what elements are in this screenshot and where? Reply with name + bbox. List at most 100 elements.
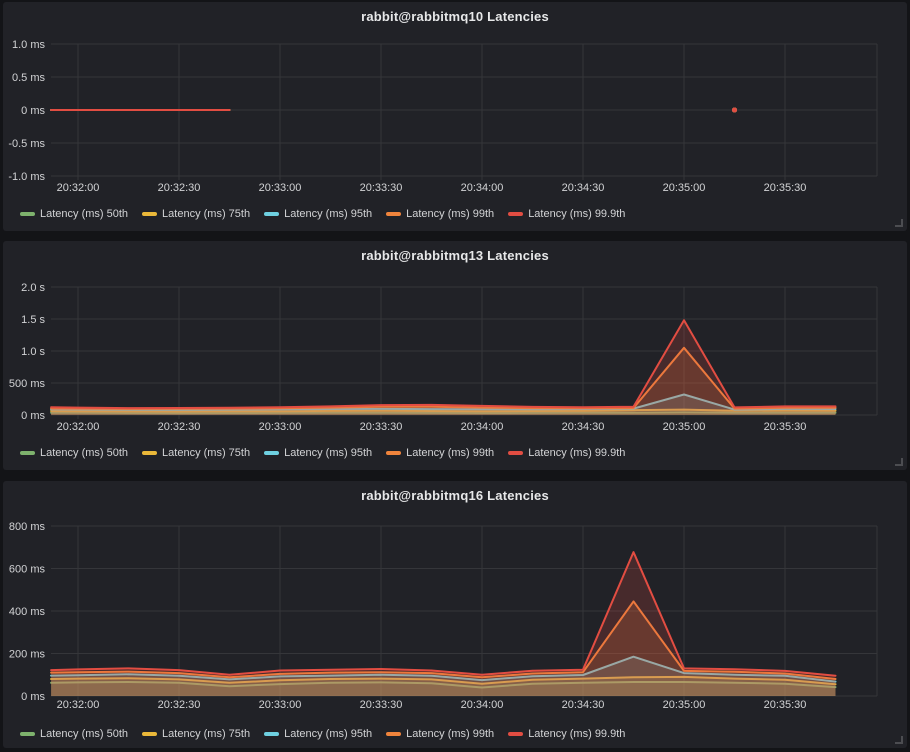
y-tick-label: 1.0 ms bbox=[12, 39, 46, 51]
panel-rabbitmq10-latencies: rabbit@rabbitmq10 Latencies 1.0 ms 0.5 ms… bbox=[3, 2, 907, 231]
x-tick-label: 20:34:00 bbox=[461, 699, 504, 711]
legend-label: Latency (ms) 75th bbox=[162, 446, 251, 459]
panel-title[interactable]: rabbit@rabbitmq16 Latencies bbox=[361, 488, 549, 503]
y-tick-label: 500 ms bbox=[9, 378, 46, 390]
x-tick-label: 20:32:30 bbox=[158, 699, 201, 711]
y-tick-label: -0.5 ms bbox=[8, 138, 45, 150]
x-tick-label: 20:32:30 bbox=[158, 182, 201, 194]
x-tick-label: 20:34:00 bbox=[461, 421, 504, 433]
legend-color-swatch bbox=[142, 211, 158, 216]
legend-label: Latency (ms) 95th bbox=[284, 207, 373, 220]
y-tick-label: 600 ms bbox=[9, 564, 46, 576]
series-area bbox=[51, 676, 836, 696]
y-tick-label: 0 ms bbox=[21, 691, 45, 703]
panel-title[interactable]: rabbit@rabbitmq13 Latencies bbox=[361, 248, 549, 263]
legend-label: Latency (ms) 95th bbox=[284, 727, 373, 740]
legend-item[interactable]: Latency (ms) 75th bbox=[142, 447, 250, 459]
y-tick-label: 0.5 ms bbox=[12, 72, 46, 84]
panel-title[interactable]: rabbit@rabbitmq10 Latencies bbox=[361, 9, 549, 24]
legend-item[interactable]: Latency (ms) 95th bbox=[264, 447, 372, 459]
x-tick-label: 20:35:00 bbox=[663, 421, 706, 433]
legend-item[interactable]: Latency (ms) 50th bbox=[20, 447, 128, 459]
legend: Latency (ms) 50th Latency (ms) 75th Latenc… bbox=[20, 445, 639, 460]
x-tick-label: 20:35:30 bbox=[764, 421, 807, 433]
x-tick-label: 20:34:00 bbox=[461, 182, 504, 194]
x-tick-label: 20:33:00 bbox=[259, 699, 302, 711]
series-line bbox=[50, 551, 837, 677]
legend-label: Latency (ms) 99th bbox=[406, 446, 495, 459]
legend-label: Latency (ms) 95th bbox=[284, 446, 373, 459]
legend-label: Latency (ms) 99.9th bbox=[528, 446, 626, 459]
legend-item[interactable]: Latency (ms) 75th bbox=[142, 728, 250, 740]
legend-item[interactable]: Latency (ms) 99.9th bbox=[508, 208, 625, 220]
latency-chart-rabbitmq13[interactable]: 2.0 s 1.5 s 1.0 s 500 ms 0 ms 20:32:00 20:32:3… bbox=[3, 241, 907, 439]
legend-item[interactable]: Latency (ms) 50th bbox=[20, 728, 128, 740]
data-point-dot bbox=[732, 107, 737, 113]
x-tick-label: 20:32:00 bbox=[57, 421, 100, 433]
y-tick-label: 800 ms bbox=[9, 521, 46, 533]
panel-rabbitmq13-latencies: rabbit@rabbitmq13 Latencies 2.0 s 1.5 s 1.… bbox=[3, 241, 907, 470]
legend-item[interactable]: Latency (ms) 99.9th bbox=[508, 728, 625, 740]
series-line bbox=[50, 655, 837, 683]
legend-color-swatch bbox=[386, 731, 402, 736]
legend-label: Latency (ms) 75th bbox=[162, 727, 251, 740]
legend-label: Latency (ms) 99.9th bbox=[528, 727, 626, 740]
legend-color-swatch bbox=[20, 211, 35, 216]
panel-resize-handle-icon[interactable] bbox=[895, 219, 903, 227]
legend-item[interactable]: Latency (ms) 99.9th bbox=[508, 447, 625, 459]
x-tick-label: 20:32:00 bbox=[57, 182, 100, 194]
x-tick-label: 20:34:30 bbox=[562, 421, 605, 433]
legend-label: Latency (ms) 99.9th bbox=[528, 207, 626, 220]
legend-item[interactable]: Latency (ms) 50th bbox=[20, 208, 128, 220]
legend-label: Latency (ms) 50th bbox=[40, 727, 129, 740]
x-tick-label: 20:33:30 bbox=[360, 699, 403, 711]
legend-color-swatch bbox=[20, 731, 35, 736]
legend-label: Latency (ms) 75th bbox=[162, 207, 251, 220]
x-tick-label: 20:33:00 bbox=[259, 182, 302, 194]
series-line bbox=[50, 600, 837, 680]
series-area bbox=[51, 552, 836, 696]
panel-resize-handle-icon[interactable] bbox=[895, 736, 903, 744]
legend: Latency (ms) 50th Latency (ms) 75th Latenc… bbox=[20, 726, 639, 741]
series-line bbox=[50, 411, 837, 415]
y-tick-label: 400 ms bbox=[9, 606, 46, 618]
x-tick-label: 20:35:00 bbox=[663, 699, 706, 711]
legend-label: Latency (ms) 50th bbox=[40, 207, 129, 220]
legend-item[interactable]: Latency (ms) 95th bbox=[264, 208, 372, 220]
legend-color-swatch bbox=[142, 450, 158, 455]
latency-chart-rabbitmq16[interactable]: 800 ms 600 ms 400 ms 200 ms 0 ms 20:32:00 20:3… bbox=[3, 481, 907, 719]
y-tick-label: -1.0 ms bbox=[8, 171, 45, 183]
latency-chart-rabbitmq10[interactable]: 1.0 ms 0.5 ms 0 ms -0.5 ms -1.0 ms 20:32:00 20… bbox=[3, 2, 907, 200]
x-tick-label: 20:33:30 bbox=[360, 182, 403, 194]
x-tick-label: 20:34:30 bbox=[562, 699, 605, 711]
panel-resize-handle-icon[interactable] bbox=[895, 458, 903, 466]
x-tick-label: 20:32:00 bbox=[57, 699, 100, 711]
y-tick-label: 1.5 s bbox=[21, 314, 45, 326]
series-line bbox=[50, 393, 837, 411]
y-tick-label: 200 ms bbox=[9, 649, 46, 661]
x-tick-label: 20:34:30 bbox=[562, 182, 605, 194]
series-line bbox=[50, 681, 837, 689]
legend-item[interactable]: Latency (ms) 75th bbox=[142, 208, 250, 220]
series-line bbox=[50, 319, 837, 410]
legend-color-swatch bbox=[264, 731, 280, 736]
x-tick-label: 20:35:00 bbox=[663, 182, 706, 194]
x-tick-label: 20:35:30 bbox=[764, 182, 807, 194]
legend-color-swatch bbox=[386, 211, 402, 216]
legend-color-swatch bbox=[386, 450, 402, 455]
legend-label: Latency (ms) 99th bbox=[406, 207, 495, 220]
legend-label: Latency (ms) 50th bbox=[40, 446, 129, 459]
legend: Latency (ms) 50th Latency (ms) 75th Latenc… bbox=[20, 206, 639, 221]
legend-color-swatch bbox=[508, 450, 524, 455]
legend-item[interactable]: Latency (ms) 95th bbox=[264, 728, 372, 740]
panel-rabbitmq16-latencies: rabbit@rabbitmq16 Latencies 800 ms 600 ms… bbox=[3, 481, 907, 748]
series-line bbox=[50, 408, 837, 413]
series-line bbox=[50, 675, 837, 686]
legend-item[interactable]: Latency (ms) 99th bbox=[386, 208, 494, 220]
legend-label: Latency (ms) 99th bbox=[406, 727, 495, 740]
legend-item[interactable]: Latency (ms) 99th bbox=[386, 447, 494, 459]
legend-item[interactable]: Latency (ms) 99th bbox=[386, 728, 494, 740]
legend-color-swatch bbox=[142, 731, 158, 736]
y-tick-label: 0 ms bbox=[21, 105, 45, 117]
